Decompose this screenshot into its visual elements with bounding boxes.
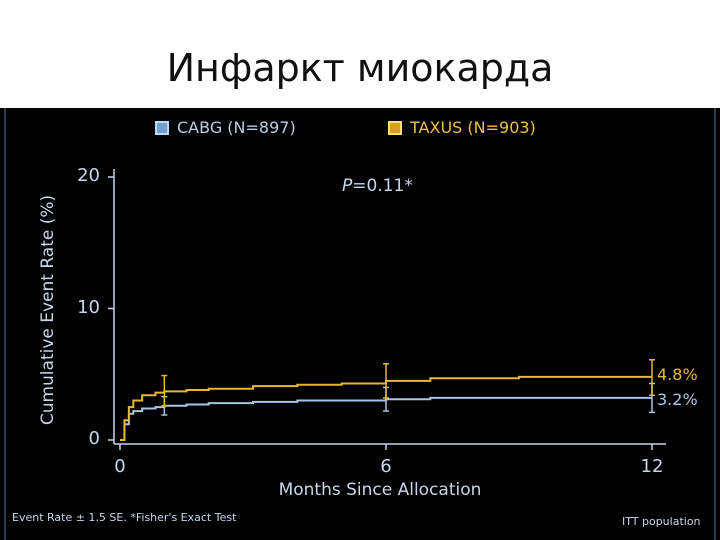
slide-title: Инфаркт миокарда <box>166 46 554 90</box>
x-tick-label: 0 <box>114 456 126 477</box>
y-tick-label: 20 <box>77 165 100 186</box>
footer-population: ITT population <box>622 515 701 528</box>
legend-label-taxus: TAXUS (N=903) <box>410 118 536 137</box>
x-axis-label: Months Since Allocation <box>278 480 482 500</box>
p-value-annotation: P=0.11* <box>342 176 413 196</box>
chart-panel <box>0 108 720 540</box>
footer-note: Event Rate ± 1.5 SE. *Fisher's Exact Tes… <box>12 511 237 524</box>
end-label-taxus: 4.8% <box>657 364 698 384</box>
legend-swatch-taxus <box>388 120 402 135</box>
series-line-taxus <box>120 375 652 441</box>
legend-swatch-cabg <box>155 120 169 135</box>
panel-frame <box>4 108 716 540</box>
p-value-symbol: P <box>342 176 353 196</box>
y-tick-label: 0 <box>88 428 100 449</box>
p-value-text: =0.11* <box>352 176 413 196</box>
x-tick-label: 6 <box>380 456 392 477</box>
x-tick-label: 12 <box>640 456 664 477</box>
legend-item-taxus: TAXUS (N=903) <box>388 118 536 137</box>
legend-item-cabg: CABG (N=897) <box>155 118 296 137</box>
y-tick-label: 10 <box>77 296 100 318</box>
legend-label-cabg: CABG (N=897) <box>177 118 296 137</box>
end-label-cabg: 3.2% <box>657 389 698 409</box>
